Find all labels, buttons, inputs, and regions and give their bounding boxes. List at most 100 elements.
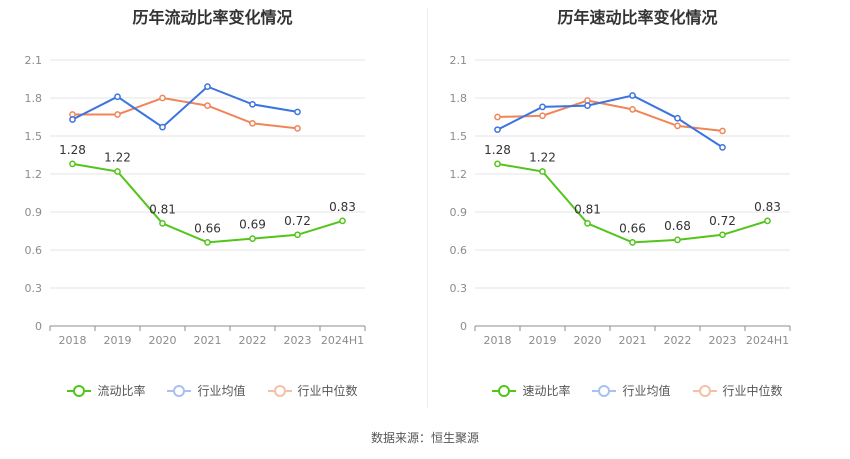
series-line — [497, 94, 724, 149]
chart-legend: 速动比率 行业均值 行业中位数 — [425, 382, 850, 399]
data-label: 0.66 — [194, 221, 221, 235]
data-source-note: 数据来源：恒生聚源 — [370, 431, 479, 445]
data-label: 0.72 — [709, 214, 736, 228]
data-label: 0.83 — [329, 200, 356, 214]
x-tick-label: 2021 — [619, 334, 647, 347]
legend-average-swatch — [592, 384, 617, 398]
x-tick-label: 2020 — [149, 334, 177, 347]
x-tick-label: 2024H1 — [746, 334, 789, 347]
data-point — [719, 231, 726, 239]
data-label: 0.68 — [664, 219, 691, 233]
data-point — [584, 102, 591, 109]
legend-label: 行业中位数 — [722, 384, 783, 398]
x-tick-label: 2022 — [664, 334, 692, 347]
data-point — [494, 126, 501, 134]
data-point — [539, 103, 546, 111]
data-point — [159, 94, 166, 102]
y-tick-label: 1.2 — [25, 168, 43, 181]
current-ratio-chart: 0 0.3 0.6 0.9 1.2 1.5 1.8 2.1 2018 2019 2020 2021 20… — [25, 54, 366, 347]
chart-title: 历年流动比率变化情况 — [132, 8, 293, 27]
legend-item-average[interactable]: 行业均值 — [592, 382, 671, 399]
legend-item-median[interactable]: 行业中位数 — [267, 382, 358, 399]
series-line — [72, 85, 298, 129]
panel-divider — [427, 8, 428, 408]
chart-legend: 流动比率 行业均值 行业中位数 — [0, 382, 425, 399]
data-point — [159, 220, 166, 227]
legend-label: 行业均值 — [197, 384, 246, 398]
data-label: 1.28 — [484, 143, 511, 157]
y-tick-label: 0 — [35, 320, 42, 333]
legend-item-average[interactable]: 行业均值 — [167, 382, 246, 399]
y-tick-label: 0.9 — [450, 206, 468, 219]
data-point — [294, 231, 301, 239]
legend-label: 行业中位数 — [297, 384, 358, 398]
series-line — [497, 99, 723, 132]
legend-main-swatch — [67, 384, 92, 398]
series-line — [72, 96, 298, 130]
data-point — [249, 119, 256, 127]
current-ratio-chart-panel: 历年流动比率变化情况 0 0.3 0.6 0.9 1.2 1.5 1.8 2.1 2018 201… — [0, 0, 425, 420]
data-point — [249, 100, 256, 108]
y-tick-label: 0.6 — [25, 244, 43, 257]
data-point — [204, 239, 211, 246]
data-point — [494, 160, 501, 168]
y-tick-label: 0.3 — [450, 282, 468, 295]
x-tick-label: 2020 — [574, 334, 602, 347]
data-point — [539, 168, 546, 175]
data-point — [159, 123, 166, 131]
legend-item-median[interactable]: 行业中位数 — [692, 382, 783, 399]
y-tick-label: 0.3 — [25, 282, 43, 295]
y-tick-label: 1.5 — [450, 130, 468, 143]
y-tick-label: 2.1 — [450, 54, 468, 67]
x-tick-label: 2018 — [484, 334, 512, 347]
x-tick-label: 2023 — [284, 334, 312, 347]
data-point — [294, 108, 301, 116]
x-tick-label: 2024H1 — [321, 334, 364, 347]
data-label: 0.83 — [754, 200, 781, 214]
y-tick-label: 0.6 — [450, 244, 468, 257]
data-label: 0.81 — [574, 202, 601, 216]
data-point — [294, 125, 301, 132]
y-tick-label: 1.8 — [450, 92, 468, 105]
data-point — [674, 122, 681, 130]
y-tick-label: 0.9 — [25, 206, 43, 219]
data-point — [629, 239, 636, 246]
x-tick-label: 2021 — [194, 334, 222, 347]
legend-average-swatch — [167, 384, 192, 398]
legend-median-swatch — [692, 384, 717, 398]
legend-item-main[interactable]: 流动比率 — [67, 382, 145, 399]
legend-label: 速动比率 — [522, 384, 571, 398]
data-point — [584, 220, 591, 227]
data-point — [204, 102, 211, 109]
y-tick-label: 1.5 — [25, 130, 43, 143]
x-tick-label: 2023 — [709, 334, 737, 347]
legend-item-main[interactable]: 速动比率 — [492, 382, 570, 399]
x-tick-label: 2022 — [239, 334, 267, 347]
data-point — [539, 112, 546, 120]
y-tick-label: 1.2 — [450, 168, 468, 181]
data-point — [629, 92, 636, 99]
data-point — [629, 106, 636, 113]
data-point — [494, 113, 501, 121]
x-tick-label: 2019 — [529, 334, 557, 347]
legend-label: 行业均值 — [622, 384, 671, 398]
data-point — [674, 236, 681, 244]
y-tick-label: 2.1 — [25, 54, 43, 67]
data-label: 0.66 — [619, 221, 646, 235]
x-tick-label: 2018 — [59, 334, 87, 347]
data-point — [69, 116, 76, 123]
data-point — [114, 93, 121, 101]
data-label: 0.81 — [149, 202, 176, 216]
chart-title: 历年速动比率变化情况 — [557, 8, 718, 27]
data-point — [339, 217, 346, 225]
legend-main-swatch — [492, 384, 517, 398]
data-point — [719, 144, 726, 151]
data-point — [674, 114, 681, 122]
data-label: 0.72 — [284, 214, 311, 228]
data-point — [719, 127, 726, 135]
data-point — [69, 160, 76, 168]
y-tick-label: 1.8 — [25, 92, 43, 105]
data-point — [114, 168, 121, 175]
data-label: 1.22 — [529, 150, 556, 164]
y-tick-label: 0 — [460, 320, 467, 333]
